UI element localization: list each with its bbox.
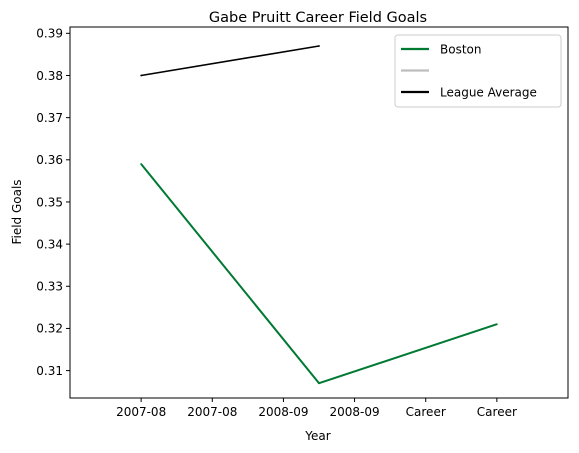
x-tick-label: Career bbox=[477, 405, 517, 419]
plot-frame bbox=[69, 26, 569, 399]
legend: Boston League Average bbox=[394, 34, 562, 108]
series-line-0 bbox=[140, 163, 498, 385]
data-point bbox=[495, 323, 498, 326]
x-tick-label: Career bbox=[406, 405, 446, 419]
series-line-2 bbox=[140, 45, 320, 77]
y-tick-label: 0.34 bbox=[36, 237, 63, 251]
legend-label: Boston bbox=[440, 42, 481, 56]
y-tick-label: 0.32 bbox=[36, 322, 63, 336]
x-tick-label: 2007-08 bbox=[187, 405, 237, 419]
y-tick-label: 0.31 bbox=[36, 364, 63, 378]
x-tick-label: 2007-08 bbox=[116, 405, 166, 419]
y-axis-label: Field Goals bbox=[10, 179, 24, 244]
x-tick-label: 2008-09 bbox=[330, 405, 380, 419]
y-tick-label: 0.38 bbox=[36, 69, 63, 83]
y-tick-label: 0.33 bbox=[36, 280, 63, 294]
data-point bbox=[140, 163, 143, 165]
y-tick-label: 0.37 bbox=[36, 111, 63, 125]
y-axis: 0.31 0.32 0.33 0.34 0.35 0.36 0.37 0.38 0.39 bbox=[36, 27, 70, 378]
y-tick-label: 0.39 bbox=[36, 27, 63, 41]
data-point bbox=[140, 74, 143, 77]
data-point bbox=[318, 45, 320, 47]
y-tick-label: 0.36 bbox=[36, 153, 63, 167]
data-point bbox=[318, 382, 320, 385]
x-axis: 2007-08 2007-08 2008-09 2008-09 Career Career bbox=[116, 398, 517, 419]
legend-label: League Average bbox=[440, 85, 537, 99]
plot-area bbox=[140, 45, 498, 385]
y-tick-label: 0.35 bbox=[36, 195, 63, 209]
chart-title: Gabe Pruitt Career Field Goals bbox=[209, 10, 427, 26]
x-axis-label: Year bbox=[304, 429, 330, 443]
x-tick-label: 2008-09 bbox=[258, 405, 308, 419]
legend-box bbox=[394, 34, 562, 108]
